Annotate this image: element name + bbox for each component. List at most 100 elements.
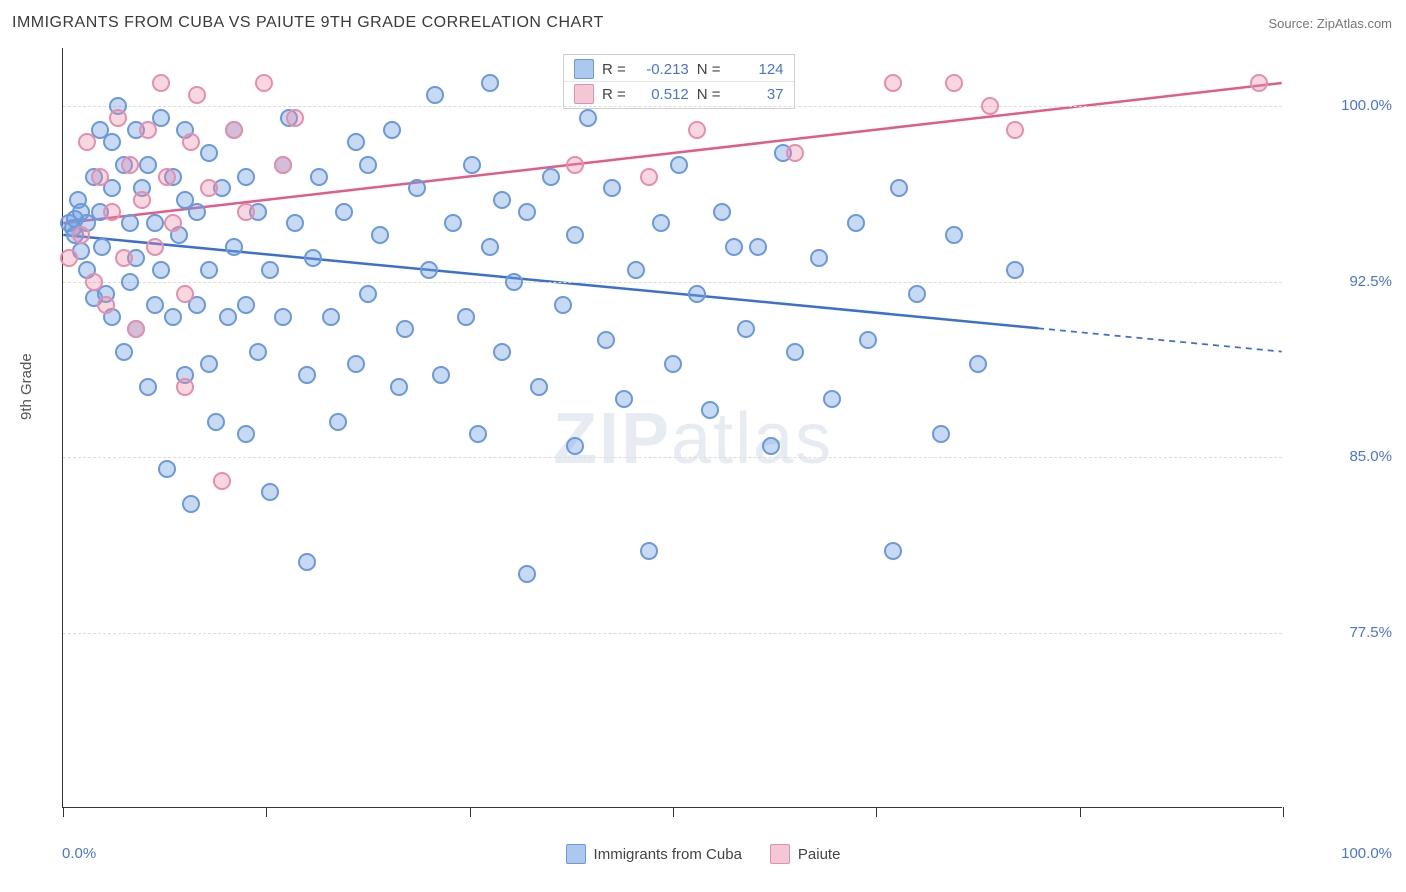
- data-point: [566, 226, 584, 244]
- n-value: 37: [729, 86, 784, 103]
- gridline: [63, 633, 1282, 634]
- data-point: [579, 109, 597, 127]
- data-point: [237, 168, 255, 186]
- gridline: [63, 282, 1282, 283]
- data-point: [884, 74, 902, 92]
- data-point: [213, 472, 231, 490]
- data-point: [322, 308, 340, 326]
- y-axis-title: 9th Grade: [18, 353, 35, 420]
- data-point: [164, 214, 182, 232]
- legend-label: Immigrants from Cuba: [594, 846, 742, 863]
- data-point: [152, 74, 170, 92]
- swatch-blue-icon: [566, 844, 586, 864]
- data-point: [396, 320, 414, 338]
- data-point: [329, 413, 347, 431]
- data-point: [261, 483, 279, 501]
- data-point: [255, 74, 273, 92]
- data-point: [505, 273, 523, 291]
- data-point: [139, 121, 157, 139]
- data-point: [85, 273, 103, 291]
- data-point: [176, 285, 194, 303]
- data-point: [420, 261, 438, 279]
- data-point: [762, 437, 780, 455]
- data-point: [463, 156, 481, 174]
- data-point: [225, 238, 243, 256]
- data-point: [188, 86, 206, 104]
- header: IMMIGRANTS FROM CUBA VS PAIUTE 9TH GRADE…: [0, 0, 1406, 48]
- data-point: [274, 156, 292, 174]
- data-point: [945, 74, 963, 92]
- gridline: [63, 457, 1282, 458]
- data-point: [890, 179, 908, 197]
- data-point: [200, 144, 218, 162]
- legend-item-paiute: Paiute: [770, 844, 841, 864]
- data-point: [146, 238, 164, 256]
- x-tick: [1283, 807, 1284, 817]
- data-point: [597, 331, 615, 349]
- chart-container: IMMIGRANTS FROM CUBA VS PAIUTE 9TH GRADE…: [0, 0, 1406, 892]
- data-point: [219, 308, 237, 326]
- data-point: [109, 109, 127, 127]
- data-point: [207, 413, 225, 431]
- data-point: [139, 156, 157, 174]
- data-point: [432, 366, 450, 384]
- legend-row-blue: R = -0.213 N = 124: [564, 57, 794, 81]
- data-point: [200, 355, 218, 373]
- data-point: [158, 460, 176, 478]
- data-point: [518, 203, 536, 221]
- r-value: 0.512: [634, 86, 689, 103]
- data-point: [457, 308, 475, 326]
- data-point: [139, 378, 157, 396]
- swatch-pink-icon: [770, 844, 790, 864]
- data-point: [688, 285, 706, 303]
- data-point: [713, 203, 731, 221]
- data-point: [347, 355, 365, 373]
- x-tick: [63, 807, 64, 817]
- swatch-blue-icon: [574, 59, 594, 79]
- legend-correlation: R = -0.213 N = 124 R = 0.512 N = 37: [563, 54, 795, 109]
- data-point: [493, 191, 511, 209]
- data-point: [1006, 261, 1024, 279]
- data-point: [390, 378, 408, 396]
- data-point: [481, 74, 499, 92]
- data-point: [60, 249, 78, 267]
- data-point: [127, 320, 145, 338]
- r-label: R =: [602, 86, 626, 103]
- data-point: [627, 261, 645, 279]
- data-point: [158, 168, 176, 186]
- data-point: [298, 553, 316, 571]
- data-point: [749, 238, 767, 256]
- data-point: [261, 261, 279, 279]
- data-point: [652, 214, 670, 232]
- data-point: [115, 343, 133, 361]
- data-point: [640, 542, 658, 560]
- data-point: [932, 425, 950, 443]
- data-point: [121, 214, 139, 232]
- data-point: [304, 249, 322, 267]
- data-point: [945, 226, 963, 244]
- data-point: [371, 226, 389, 244]
- data-point: [859, 331, 877, 349]
- data-point: [133, 191, 151, 209]
- x-tick: [1080, 807, 1081, 817]
- legend-series: Immigrants from Cuba Paiute: [0, 844, 1406, 864]
- x-tick: [470, 807, 471, 817]
- data-point: [286, 214, 304, 232]
- data-point: [566, 156, 584, 174]
- data-point: [237, 425, 255, 443]
- legend-row-pink: R = 0.512 N = 37: [564, 81, 794, 106]
- data-point: [91, 168, 109, 186]
- data-point: [701, 401, 719, 419]
- data-point: [444, 214, 462, 232]
- data-point: [530, 378, 548, 396]
- data-point: [97, 296, 115, 314]
- data-point: [542, 168, 560, 186]
- data-point: [176, 378, 194, 396]
- data-point: [566, 437, 584, 455]
- data-point: [188, 203, 206, 221]
- data-point: [121, 156, 139, 174]
- source-label: Source: ZipAtlas.com: [1268, 16, 1392, 31]
- data-point: [664, 355, 682, 373]
- data-point: [237, 296, 255, 314]
- data-point: [72, 226, 90, 244]
